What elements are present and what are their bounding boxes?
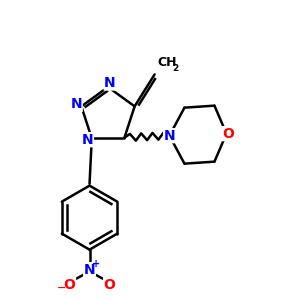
Text: N: N [164, 129, 175, 143]
Text: O: O [223, 127, 234, 141]
Text: O: O [64, 278, 76, 292]
Text: N: N [82, 133, 93, 147]
Text: N: N [104, 76, 116, 90]
Text: N: N [70, 97, 82, 111]
Text: +: + [92, 259, 101, 269]
Text: CH: CH [158, 56, 177, 69]
Text: O: O [103, 278, 116, 292]
Text: −: − [57, 283, 66, 293]
Text: 2: 2 [172, 64, 179, 73]
Text: N: N [84, 263, 95, 277]
